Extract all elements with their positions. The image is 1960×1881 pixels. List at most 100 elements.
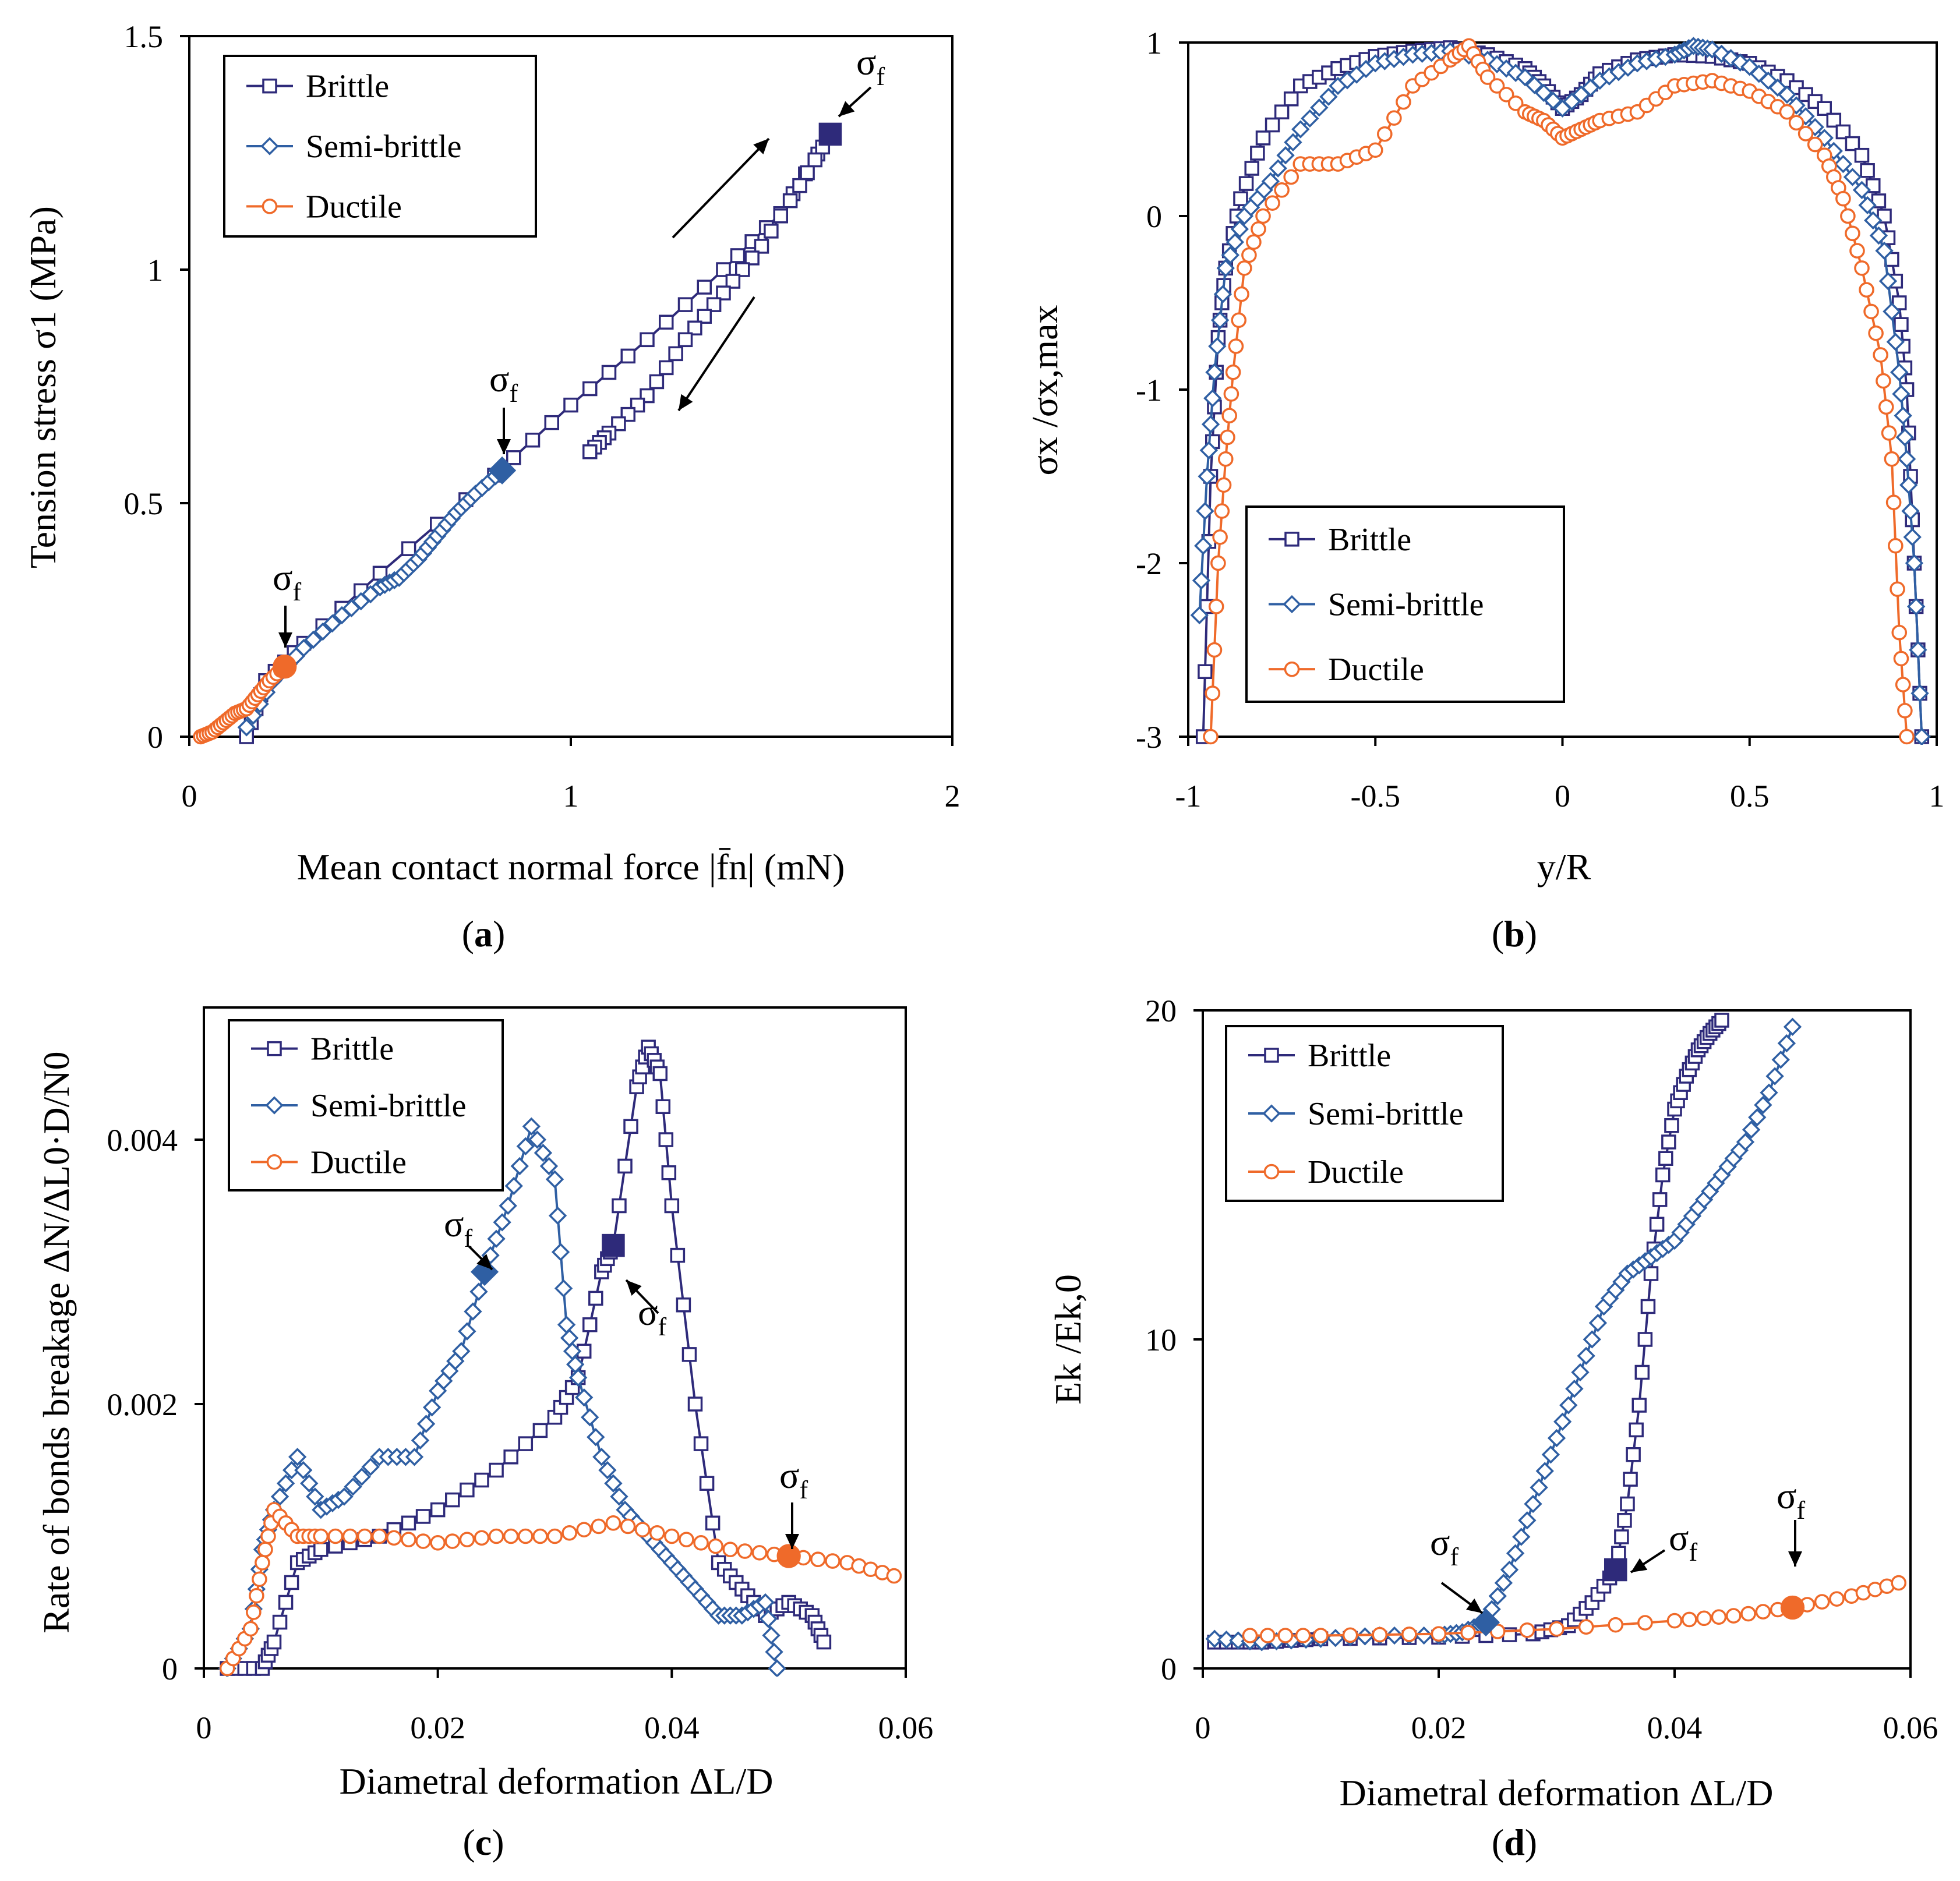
failure-label: σf [638, 1292, 667, 1341]
legend-marker [1264, 1048, 1279, 1063]
legend-marker [1284, 532, 1299, 547]
legend-marker [1284, 661, 1300, 677]
data-point-semi-brittle [1230, 220, 1249, 239]
data-point-ductile [620, 1518, 636, 1534]
data-point-ductile [1220, 429, 1235, 446]
data-point-brittle [687, 1396, 703, 1412]
data-point-semi-brittle [1778, 85, 1796, 104]
data-point-semi-brittle [510, 1157, 529, 1176]
panel-label: (a) [462, 913, 506, 954]
x-tick-label: 0 [1555, 779, 1570, 814]
data-point-brittle [1652, 1192, 1668, 1207]
data-point-semi-brittle [1901, 501, 1920, 521]
data-point-brittle [1835, 124, 1851, 140]
data-point-semi-brittle [288, 1448, 307, 1466]
y-axis-label: Rate of bonds breakage ΔN/ΔL0·D/N0 [36, 1051, 77, 1633]
data-point-brittle [284, 1575, 299, 1590]
legend-item-brittle: Brittle [251, 1031, 394, 1067]
data-point-semi-brittle [1703, 40, 1722, 59]
data-point-semi-brittle [1535, 1462, 1554, 1480]
legend-item-brittle: Brittle [1269, 522, 1411, 558]
data-point-ductile [1829, 1591, 1845, 1607]
failure-label: σf [444, 1203, 473, 1253]
data-point-semi-brittle [1864, 211, 1883, 230]
data-point-ductile [488, 1528, 504, 1544]
data-point-semi-brittle [344, 1477, 362, 1496]
data-point-ductile [1203, 729, 1219, 745]
data-point-semi-brittle [548, 1206, 567, 1225]
legend-marker [262, 199, 278, 214]
data-point-semi-brittle [598, 1461, 617, 1480]
data-point-semi-brittle [1895, 428, 1915, 447]
data-point-ductile [430, 1535, 446, 1551]
data-point-semi-brittle [1760, 1083, 1778, 1102]
data-point-ductile [1788, 115, 1804, 131]
data-point-semi-brittle [493, 1213, 511, 1232]
data-point-brittle [1817, 101, 1832, 116]
legend-marker [262, 78, 277, 94]
data-point-ductile [1260, 1628, 1276, 1643]
data-point-semi-brittle [1196, 501, 1214, 521]
data-point-brittle [1661, 1134, 1676, 1150]
data-point-semi-brittle [1190, 606, 1209, 625]
data-point-semi-brittle [1742, 1120, 1761, 1139]
data-point-brittle [1877, 208, 1892, 224]
data-point-ductile [810, 1551, 826, 1568]
data-point-semi-brittle [1897, 450, 1916, 468]
data-point-ductile [1274, 182, 1290, 198]
data-point-semi-brittle [1525, 76, 1544, 94]
data-point-semi-brittle [1852, 181, 1871, 199]
data-point-semi-brittle [587, 1428, 605, 1447]
data-point-brittle [816, 1634, 832, 1650]
data-point-semi-brittle [323, 614, 342, 633]
data-point-ductile [260, 1528, 276, 1544]
data-point-semi-brittle [528, 1130, 547, 1149]
data-point-ductile [591, 1518, 607, 1534]
data-point-ductile [1231, 312, 1247, 328]
data-point-brittle [735, 262, 750, 277]
y-tick-label: -3 [1136, 720, 1162, 755]
data-point-ductile [474, 1530, 490, 1546]
data-point-semi-brittle [1319, 87, 1338, 106]
data-point-semi-brittle [1512, 1528, 1531, 1546]
data-point-ductile [1878, 399, 1894, 415]
data-point-semi-brittle [756, 1593, 775, 1612]
data-point-semi-brittle [1886, 333, 1905, 351]
data-point-ductile [1489, 78, 1505, 94]
data-point-semi-brittle [1878, 272, 1898, 291]
y-tick-label: 0 [147, 720, 163, 755]
data-point-brittle [518, 1436, 534, 1451]
data-point-ductile [1251, 221, 1266, 237]
data-point-semi-brittle [1261, 172, 1280, 191]
data-point-semi-brittle [1905, 554, 1924, 572]
x-tick-label: 0.04 [1647, 1710, 1703, 1745]
data-point-ductile [1221, 408, 1237, 424]
legend-marker [1262, 1104, 1281, 1123]
data-point-ductile [532, 1528, 548, 1544]
data-point-brittle [563, 397, 578, 413]
data-point-semi-brittle [1516, 68, 1534, 87]
data-point-ductile [1216, 477, 1232, 493]
data-point-semi-brittle [313, 622, 332, 641]
data-point-brittle [1620, 1496, 1635, 1512]
failure-arrow [785, 1502, 799, 1549]
data-point-semi-brittle [1910, 684, 1929, 703]
data-point-ductile [1779, 104, 1795, 120]
data-point-brittle [1626, 1447, 1641, 1462]
data-point-brittle [401, 1515, 416, 1531]
data-point-brittle [725, 274, 741, 289]
data-point-ductile [401, 1532, 416, 1547]
data-point-ductile [371, 1528, 387, 1544]
data-point-semi-brittle [1506, 63, 1525, 82]
data-point-semi-brittle [1534, 83, 1553, 102]
data-point-semi-brittle [422, 1398, 442, 1417]
data-point-semi-brittle [335, 1487, 354, 1506]
data-point-ductile [693, 1535, 709, 1551]
data-point-brittle [668, 346, 683, 362]
data-point-brittle [1845, 136, 1860, 151]
data-point-brittle [1623, 1472, 1638, 1487]
data-point-ductile [1711, 1609, 1727, 1625]
data-point-ductile [415, 1533, 431, 1549]
data-point-ductile [1277, 1628, 1294, 1643]
data-point-brittle [506, 450, 521, 465]
